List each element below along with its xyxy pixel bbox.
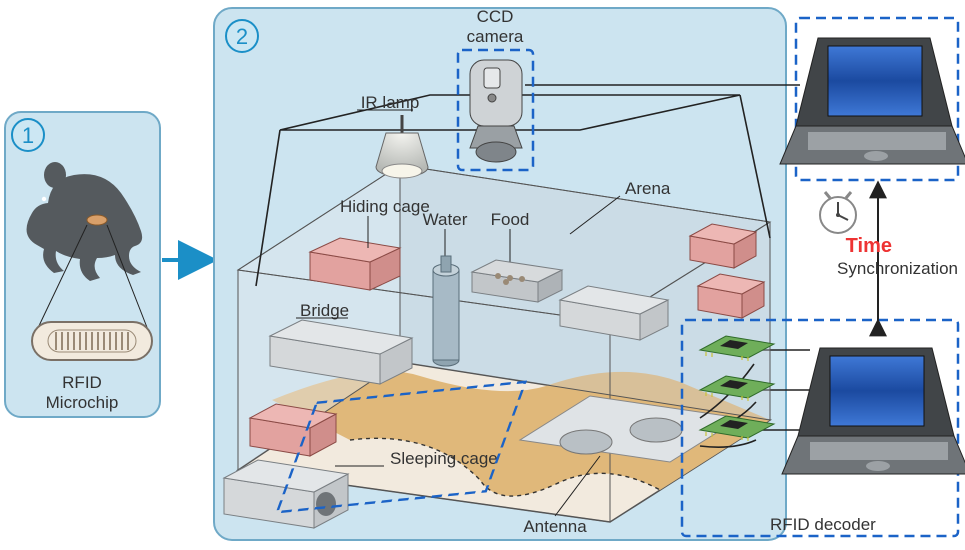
diagram-root: 1 RFID Microchip 2 CCD camera xyxy=(0,0,965,550)
ccd-label-2: camera xyxy=(467,27,524,46)
hiding-label: Hiding cage xyxy=(340,197,430,216)
food-label: Food xyxy=(491,210,530,229)
bridge-label: Bridge xyxy=(300,301,349,320)
hiding-cage-1 xyxy=(310,238,400,290)
arena-label: Arena xyxy=(625,179,671,198)
clock-icon xyxy=(820,192,856,233)
sleep-label: Sleeping cage xyxy=(390,449,498,468)
chip-on-mouse xyxy=(87,215,107,225)
time-label: Time xyxy=(846,235,892,257)
water-icon xyxy=(433,256,459,366)
ir-label: IR lamp xyxy=(361,93,420,112)
time-sync-group: Time Synchronization xyxy=(820,184,958,322)
laptop-bottom xyxy=(782,348,965,474)
rfid-decoder-label: RFID decoder xyxy=(770,515,876,534)
water-label: Water xyxy=(423,210,468,229)
hiding-cage-4 xyxy=(250,404,336,456)
hiding-cage-2 xyxy=(690,224,756,268)
rfid-label-1: RFID xyxy=(62,373,102,392)
hiding-cage-3 xyxy=(698,274,764,318)
ccd-camera-icon xyxy=(470,60,522,162)
antenna-label: Antenna xyxy=(523,517,587,536)
sync-label: Synchronization xyxy=(837,259,958,278)
rfid-label-2: Microchip xyxy=(46,393,119,412)
panel1-num: 1 xyxy=(22,123,34,148)
laptop-top xyxy=(780,38,965,164)
ccd-label-1: CCD xyxy=(477,7,514,26)
panel-1: 1 RFID Microchip xyxy=(5,112,160,417)
panel2-num: 2 xyxy=(236,24,248,49)
microchip-icon xyxy=(32,322,152,360)
